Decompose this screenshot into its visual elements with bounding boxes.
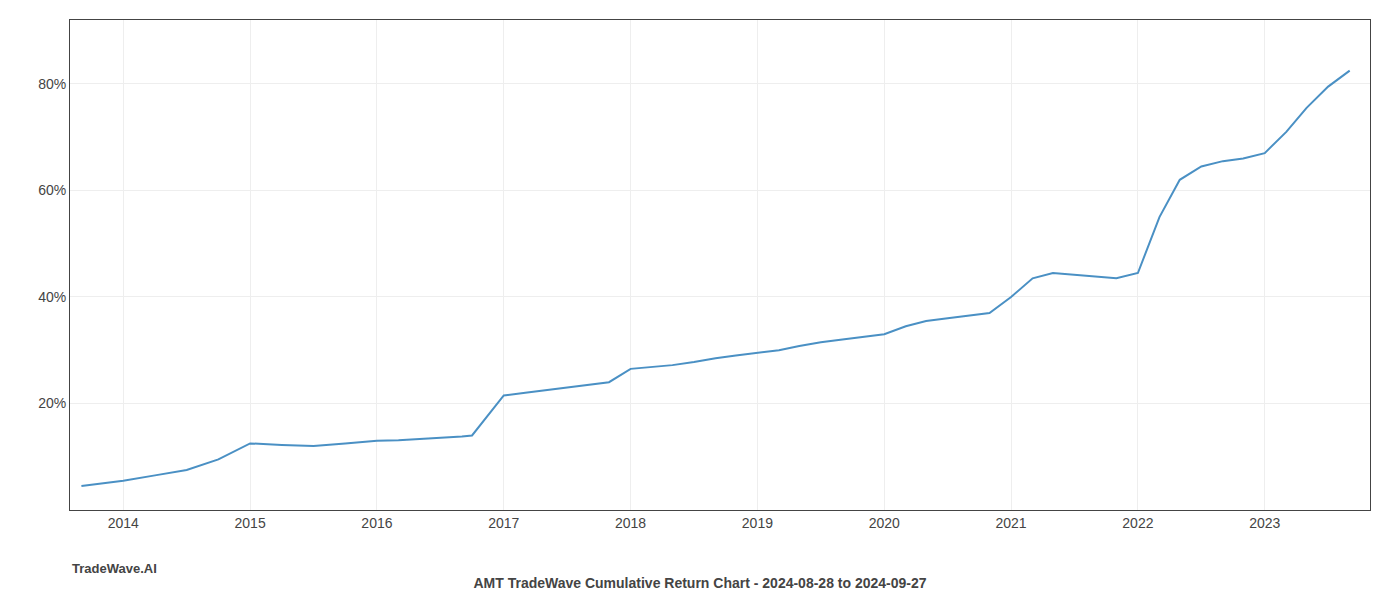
svg-text:2017: 2017 (488, 515, 519, 531)
svg-text:2014: 2014 (108, 515, 139, 531)
svg-text:2018: 2018 (615, 515, 646, 531)
svg-text:2023: 2023 (1249, 515, 1280, 531)
svg-text:40%: 40% (38, 289, 66, 305)
svg-text:2019: 2019 (742, 515, 773, 531)
svg-text:20%: 20% (38, 395, 66, 411)
svg-text:80%: 80% (38, 76, 66, 92)
svg-text:TradeWave.AI: TradeWave.AI (72, 561, 157, 576)
svg-text:AMT TradeWave Cumulative Retur: AMT TradeWave Cumulative Return Chart - … (473, 575, 926, 591)
svg-text:2015: 2015 (235, 515, 266, 531)
svg-text:2021: 2021 (995, 515, 1026, 531)
svg-text:60%: 60% (38, 182, 66, 198)
svg-text:2020: 2020 (869, 515, 900, 531)
svg-text:2016: 2016 (361, 515, 392, 531)
svg-text:2022: 2022 (1122, 515, 1153, 531)
